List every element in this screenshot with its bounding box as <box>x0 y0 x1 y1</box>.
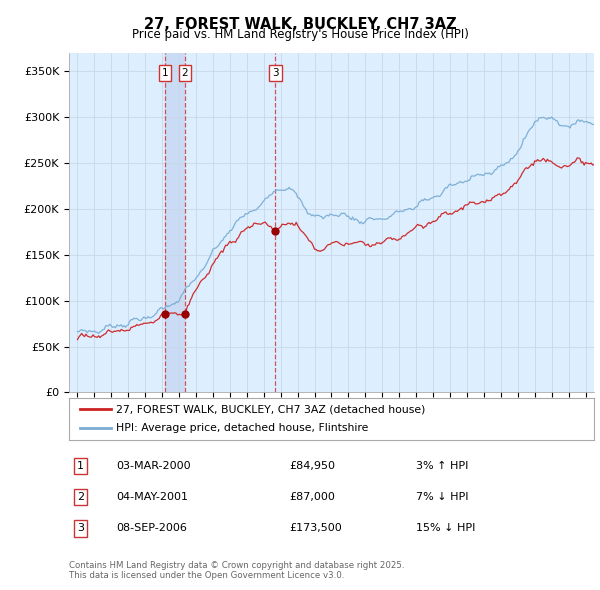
Text: 2: 2 <box>77 492 84 502</box>
Text: 1: 1 <box>162 68 169 78</box>
Text: £173,500: £173,500 <box>290 523 342 533</box>
Text: 27, FOREST WALK, BUCKLEY, CH7 3AZ (detached house): 27, FOREST WALK, BUCKLEY, CH7 3AZ (detac… <box>116 404 425 414</box>
Text: 2: 2 <box>182 68 188 78</box>
Text: This data is licensed under the Open Government Licence v3.0.: This data is licensed under the Open Gov… <box>69 571 344 580</box>
Text: £87,000: £87,000 <box>290 492 335 502</box>
Text: 7% ↓ HPI: 7% ↓ HPI <box>415 492 468 502</box>
Text: 1: 1 <box>77 461 84 471</box>
Text: £84,950: £84,950 <box>290 461 335 471</box>
Text: 3: 3 <box>272 68 278 78</box>
Text: 15% ↓ HPI: 15% ↓ HPI <box>415 523 475 533</box>
Text: 27, FOREST WALK, BUCKLEY, CH7 3AZ: 27, FOREST WALK, BUCKLEY, CH7 3AZ <box>143 17 457 31</box>
Text: Contains HM Land Registry data © Crown copyright and database right 2025.: Contains HM Land Registry data © Crown c… <box>69 560 404 569</box>
Text: 3: 3 <box>77 523 84 533</box>
Text: 03-MAR-2000: 03-MAR-2000 <box>116 461 191 471</box>
Text: 3% ↑ HPI: 3% ↑ HPI <box>415 461 468 471</box>
Text: 04-MAY-2001: 04-MAY-2001 <box>116 492 188 502</box>
Text: 08-SEP-2006: 08-SEP-2006 <box>116 523 187 533</box>
Text: Price paid vs. HM Land Registry's House Price Index (HPI): Price paid vs. HM Land Registry's House … <box>131 28 469 41</box>
Text: HPI: Average price, detached house, Flintshire: HPI: Average price, detached house, Flin… <box>116 424 368 434</box>
Bar <box>165 53 185 392</box>
